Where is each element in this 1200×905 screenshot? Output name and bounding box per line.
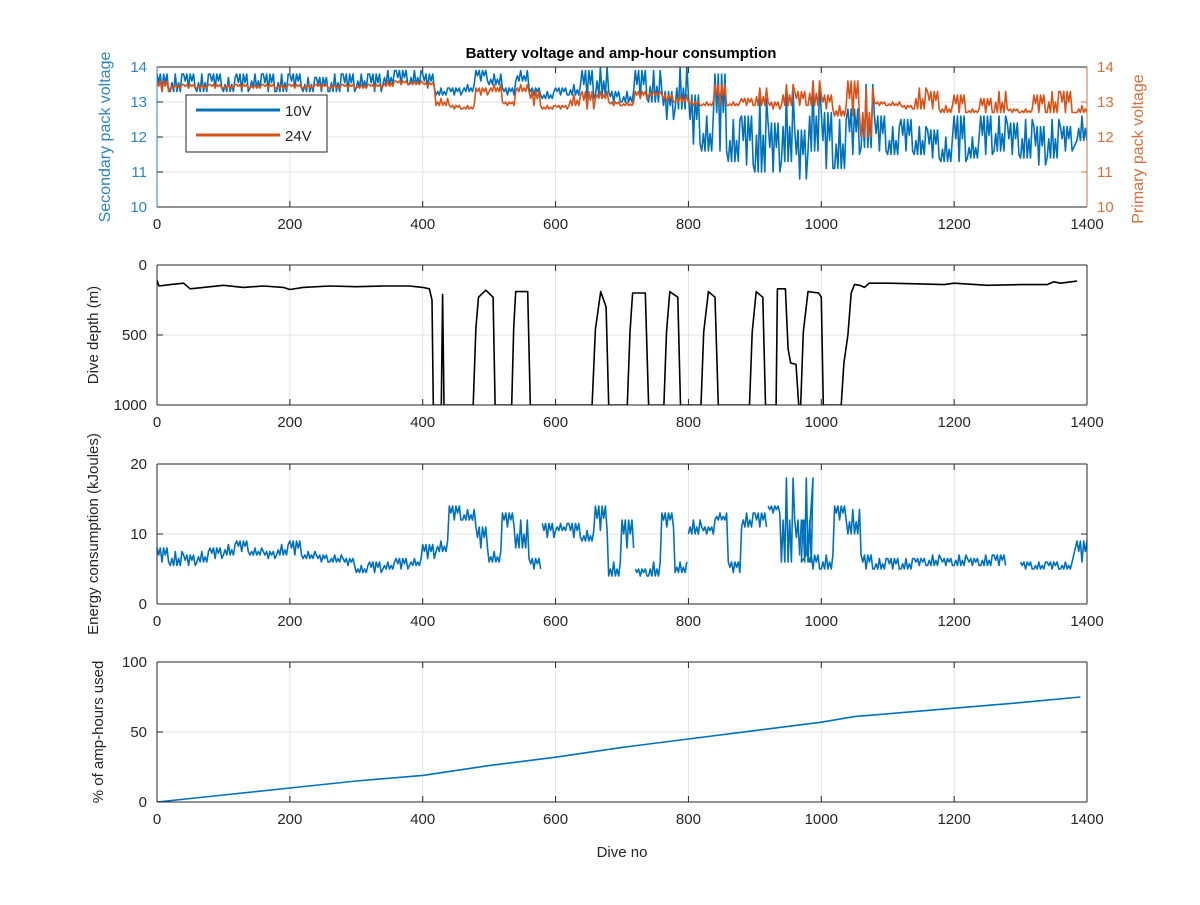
- x-tick-label: 600: [543, 216, 568, 233]
- x-tick-label: 200: [277, 414, 302, 431]
- subplot-1: 0 200 400 600 800 1000 1200 1400101112131410111…: [97, 52, 1147, 233]
- y-tick-label: 12: [130, 129, 147, 146]
- x-tick-label: 1400: [1070, 811, 1103, 828]
- y-tick-label: 500: [122, 327, 147, 344]
- y-tick-label: 14: [130, 59, 147, 76]
- y-tick-label: 100: [122, 654, 147, 671]
- y-tick-label: 0: [139, 596, 147, 613]
- x-tick-label: 800: [676, 216, 701, 233]
- y-right-tick-label: 14: [1097, 59, 1114, 76]
- x-tick-label: 0: [153, 811, 161, 828]
- y-right-tick-label: 11: [1097, 164, 1113, 181]
- y-right-tick-label: 10: [1097, 199, 1114, 216]
- x-tick-label: 200: [277, 613, 302, 630]
- y-tick-label: 50: [130, 724, 147, 741]
- x-axis-label: Dive no: [597, 844, 648, 861]
- y-axis-label: Dive depth (m): [85, 286, 102, 384]
- x-tick-label: 400: [410, 414, 435, 431]
- legend-label: 10V: [285, 103, 312, 120]
- x-tick-label: 1200: [937, 414, 970, 431]
- x-tick-label: 800: [676, 811, 701, 828]
- series-line-depth: [157, 280, 1078, 405]
- y-right-axis-label: Primary pack voltage: [1130, 74, 1147, 223]
- series-line-energy: [157, 477, 1087, 577]
- y-tick-label: 10: [130, 526, 147, 543]
- y-tick-label: 0: [139, 257, 147, 274]
- x-tick-label: 1200: [937, 811, 970, 828]
- y-tick-label: 10: [130, 199, 147, 216]
- chart-title: Battery voltage and amp-hour consumption: [466, 45, 777, 62]
- subplots: 0 200 400 600 800 1000 1200 1400101112131410111…: [85, 52, 1147, 861]
- legend-label: 24V: [285, 128, 312, 145]
- y-tick-label: 13: [130, 94, 147, 111]
- y-right-tick-label: 12: [1097, 129, 1114, 146]
- x-tick-label: 0: [153, 216, 161, 233]
- subplot-4: 0 200 400 600 800 1000 1200 1400 0 50 100 % of amp-…: [90, 654, 1104, 861]
- y-axis-label: % of amp-hours used: [90, 661, 107, 804]
- x-tick-label: 0: [153, 613, 161, 630]
- x-tick-label: 1200: [937, 216, 970, 233]
- x-tick-label: 1000: [805, 216, 838, 233]
- x-tick-label: 400: [410, 811, 435, 828]
- x-tick-label: 600: [543, 811, 568, 828]
- x-tick-label: 0: [153, 414, 161, 431]
- subplot-3: 0 200 400 600 800 1000 1200 1400 0 10 20 Energy con…: [85, 433, 1104, 635]
- series-line-24v: [157, 80, 1087, 138]
- x-tick-label: 1000: [805, 811, 838, 828]
- legend-box: [185, 94, 328, 153]
- x-tick-label: 800: [676, 613, 701, 630]
- series-line-amp-hours-used: [157, 696, 1081, 802]
- x-tick-label: 600: [543, 613, 568, 630]
- y-right-tick-label: 13: [1097, 94, 1114, 111]
- x-tick-label: 600: [543, 414, 568, 431]
- x-tick-label: 1000: [805, 613, 838, 630]
- y-tick-label: 1000: [114, 397, 147, 414]
- x-tick-label: 1200: [937, 613, 970, 630]
- y-axis-label: Secondary pack voltage: [97, 52, 114, 223]
- x-tick-label: 200: [277, 811, 302, 828]
- x-tick-label: 400: [410, 613, 435, 630]
- x-tick-label: 800: [676, 414, 701, 431]
- x-tick-label: 1400: [1070, 216, 1103, 233]
- subplot-2: 0 200 400 600 800 1000 1200 1400 0 500 1000 Dive de…: [85, 257, 1104, 431]
- x-tick-label: 200: [277, 216, 302, 233]
- x-tick-label: 1400: [1070, 613, 1103, 630]
- x-tick-label: 400: [410, 216, 435, 233]
- y-tick-label: 0: [139, 794, 147, 811]
- x-tick-label: 1400: [1070, 414, 1103, 431]
- y-tick-label: 20: [130, 456, 147, 473]
- x-tick-label: 1000: [805, 414, 838, 431]
- y-tick-label: 11: [131, 164, 147, 181]
- y-axis-label: Energy consumption (kJoules): [85, 433, 102, 635]
